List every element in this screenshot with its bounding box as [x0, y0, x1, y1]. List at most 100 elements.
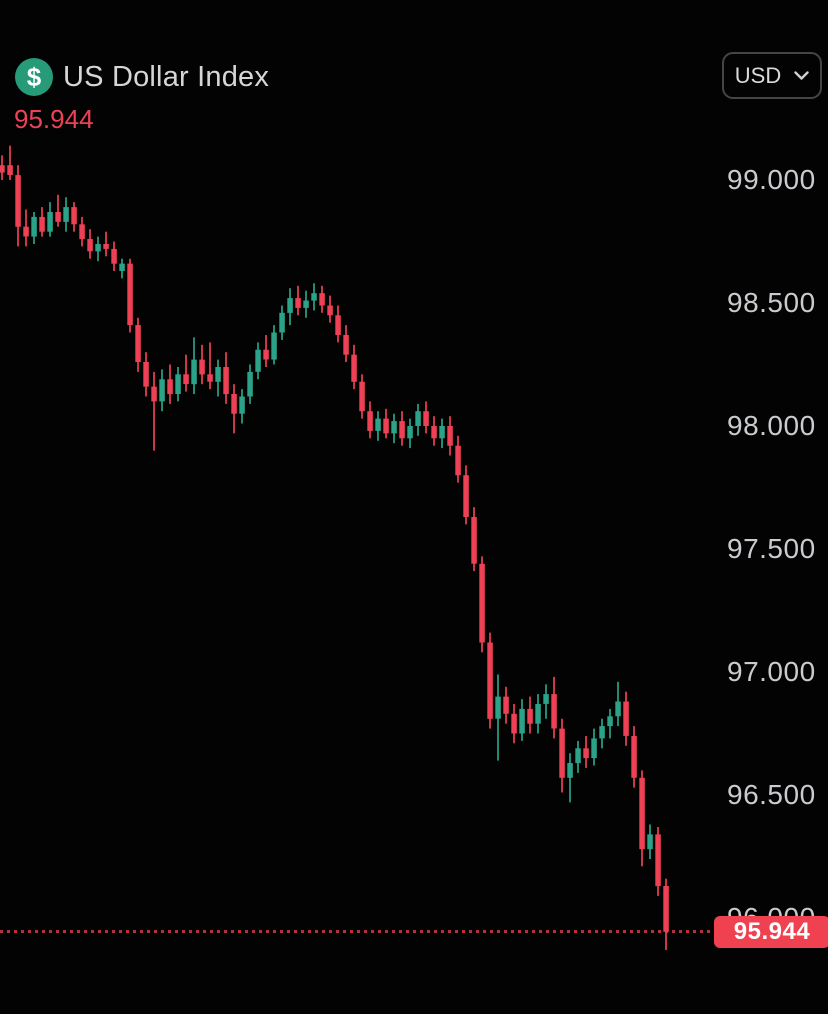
- candle: [327, 295, 333, 323]
- candle: [335, 305, 341, 343]
- candle: [463, 465, 469, 525]
- candle: [391, 413, 397, 444]
- candle: [95, 236, 101, 262]
- y-axis-tick-label: 97.500: [727, 533, 816, 564]
- y-axis-tick-label: 98.500: [727, 287, 816, 318]
- candle: [215, 359, 221, 397]
- candle: [79, 216, 85, 247]
- candle: [223, 352, 229, 404]
- candle: [199, 344, 205, 385]
- current-price-text: 95.944: [14, 104, 94, 134]
- candle: [375, 411, 381, 441]
- candle: [639, 770, 645, 867]
- candle: [351, 344, 357, 390]
- candle: [143, 352, 149, 397]
- last-price-label: 95.944: [714, 916, 828, 948]
- last-price-label-text: 95.944: [733, 918, 811, 945]
- candle: [383, 408, 389, 439]
- candle: [415, 403, 421, 436]
- candle: [31, 212, 37, 244]
- candle: [151, 371, 157, 451]
- candle: [239, 389, 245, 424]
- candle: [167, 364, 173, 404]
- candle: [47, 202, 53, 237]
- candle: [479, 556, 485, 653]
- y-axis-tick-label: 98.000: [727, 410, 816, 441]
- y-axis-tick-label: 99.000: [727, 164, 816, 195]
- candle: [207, 342, 213, 390]
- candle: [615, 681, 621, 727]
- candle: [55, 194, 61, 227]
- candle: [87, 229, 93, 259]
- candle: [175, 367, 181, 402]
- candle: [7, 145, 13, 180]
- candle: [535, 694, 541, 734]
- candle: [247, 364, 253, 404]
- candle: [519, 699, 525, 741]
- candle: [591, 728, 597, 766]
- candle: [543, 684, 549, 719]
- candle: [655, 827, 661, 896]
- candle: [471, 507, 477, 572]
- candle: [439, 418, 445, 449]
- dollar-icon-glyph: $: [26, 61, 42, 92]
- candle: [447, 416, 453, 456]
- candle: [647, 824, 653, 859]
- candle: [119, 258, 125, 279]
- candle: [527, 696, 533, 734]
- last-price-line: [0, 930, 714, 933]
- dollar-icon: $: [15, 58, 53, 96]
- candle: [159, 369, 165, 412]
- candle: [71, 202, 77, 232]
- candle: [455, 435, 461, 483]
- candle: [263, 335, 269, 367]
- candle: [431, 416, 437, 446]
- candle: [551, 676, 557, 739]
- candle: [407, 418, 413, 449]
- y-axis-tick-label: 97.000: [727, 656, 816, 687]
- candle: [15, 165, 21, 247]
- candle: [183, 354, 189, 392]
- candle: [623, 691, 629, 746]
- candle: [103, 231, 109, 257]
- candle: [191, 337, 197, 394]
- chevron-down-icon: [794, 70, 809, 80]
- candle: [559, 718, 565, 793]
- candle: [0, 155, 5, 180]
- candle: [359, 374, 365, 419]
- candle: [607, 708, 613, 739]
- candle: [39, 207, 45, 237]
- candle: [575, 740, 581, 773]
- candle: [287, 288, 293, 326]
- currency-selector-label: USD: [734, 62, 782, 88]
- candle: [495, 674, 501, 761]
- candle: [599, 718, 605, 749]
- y-axis-tick-label: 96.500: [727, 779, 816, 810]
- candle: [567, 753, 573, 803]
- candle: [583, 736, 589, 768]
- candle: [367, 401, 373, 439]
- candle: [295, 285, 301, 316]
- candle: [135, 317, 141, 372]
- candle: [423, 401, 429, 434]
- candle: [511, 704, 517, 744]
- candle: [631, 726, 637, 788]
- candle: [231, 384, 237, 434]
- candle: [23, 209, 29, 247]
- candle: [111, 241, 117, 271]
- candle: [255, 342, 261, 380]
- candle: [663, 878, 669, 950]
- candle: [271, 325, 277, 365]
- candle: [127, 258, 133, 333]
- candle: [399, 411, 405, 446]
- candle: [503, 686, 509, 724]
- candle: [319, 285, 325, 313]
- candle: [343, 325, 349, 362]
- candle: [303, 290, 309, 318]
- currency-selector[interactable]: USD: [722, 52, 822, 99]
- candle: [63, 197, 69, 232]
- candle: [487, 632, 493, 729]
